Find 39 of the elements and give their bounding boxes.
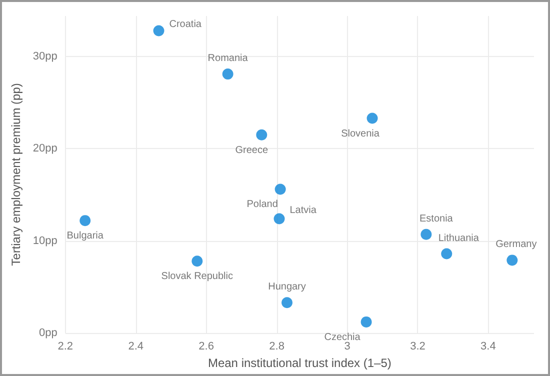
data-label: Greece: [235, 144, 268, 156]
point: [222, 68, 234, 80]
point: [282, 297, 292, 308]
data-label: Hungary: [268, 282, 306, 293]
x-tick-label: 2.8: [269, 340, 284, 352]
x-tick-label: 2.6: [198, 340, 214, 352]
point: [274, 213, 285, 224]
point: [441, 248, 452, 260]
point: [420, 228, 432, 240]
x-tick-label: 2.2: [58, 340, 74, 352]
point: [274, 184, 286, 195]
data-label: Estonia: [420, 213, 454, 224]
y-tick-label: 0pp: [39, 327, 58, 339]
data-label: Germany: [496, 239, 537, 250]
point: [506, 254, 518, 266]
data-label: Latvia: [290, 205, 317, 216]
x-tick-label: 3.2: [410, 340, 426, 352]
data-label: Slovenia: [341, 128, 380, 140]
data-label: Czechia: [324, 332, 361, 343]
point: [366, 112, 378, 124]
y-tick-label: 20pp: [32, 142, 58, 155]
point: [360, 316, 372, 328]
data-label: Bulgaria: [66, 230, 104, 242]
data-label: Croatia: [169, 19, 202, 30]
x-tick-label: 3.4: [480, 340, 496, 352]
point: [256, 129, 268, 140]
y-axis-title: Tertiary employment premium (pp): [9, 83, 23, 266]
data-label: Poland: [246, 199, 278, 210]
x-tick-label: 3: [344, 340, 350, 352]
data-label: Slovak Republic: [161, 271, 234, 282]
x-tick-label: 2.4: [128, 340, 144, 352]
data-label: Lithuania: [438, 232, 480, 244]
x-axis-title: Mean institutional trust index (1–5): [208, 356, 392, 370]
y-tick-label: 30pp: [32, 50, 58, 63]
point: [192, 256, 203, 267]
point: [153, 25, 164, 36]
data-label: Romania: [208, 53, 248, 64]
y-tick-label: 10pp: [32, 234, 58, 247]
point: [80, 215, 91, 226]
